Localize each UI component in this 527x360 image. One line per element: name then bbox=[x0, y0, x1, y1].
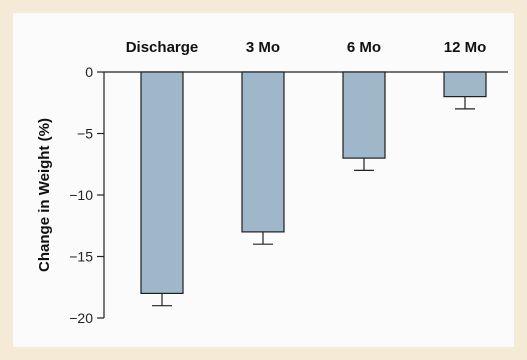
y-tick-label: −15 bbox=[69, 249, 93, 265]
chart-panel: Change in Weight (%) 0 −5 −10 −15 −20 Discha… bbox=[13, 13, 514, 347]
bar bbox=[241, 71, 285, 233]
category-label: Discharge bbox=[126, 39, 199, 56]
category-label: 3 Mo bbox=[246, 39, 280, 56]
x-axis: Discharge 3 Mo 6 Mo 12 Mo bbox=[104, 39, 508, 73]
bars bbox=[140, 71, 487, 307]
y-tick-label: −5 bbox=[77, 126, 93, 142]
bar bbox=[342, 71, 386, 159]
bar bbox=[443, 71, 487, 98]
category-label: 12 Mo bbox=[444, 39, 487, 56]
category-label: 6 Mo bbox=[347, 39, 381, 56]
y-tick-label: −10 bbox=[69, 187, 93, 203]
y-tick-label: 0 bbox=[85, 64, 93, 80]
y-axis-title: Change in Weight (%) bbox=[36, 118, 53, 272]
y-tick-label: −20 bbox=[69, 310, 93, 326]
bar-chart: Change in Weight (%) 0 −5 −10 −15 −20 Discha… bbox=[36, 39, 508, 326]
bar bbox=[140, 71, 184, 294]
y-axis: 0 −5 −10 −15 −20 bbox=[69, 64, 105, 326]
